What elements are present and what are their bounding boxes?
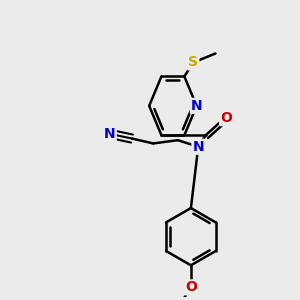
Text: N: N [104, 128, 116, 142]
Text: O: O [185, 280, 197, 294]
Text: N: N [192, 140, 204, 154]
Text: O: O [220, 111, 232, 125]
Text: S: S [188, 56, 198, 70]
Text: N: N [191, 99, 203, 113]
